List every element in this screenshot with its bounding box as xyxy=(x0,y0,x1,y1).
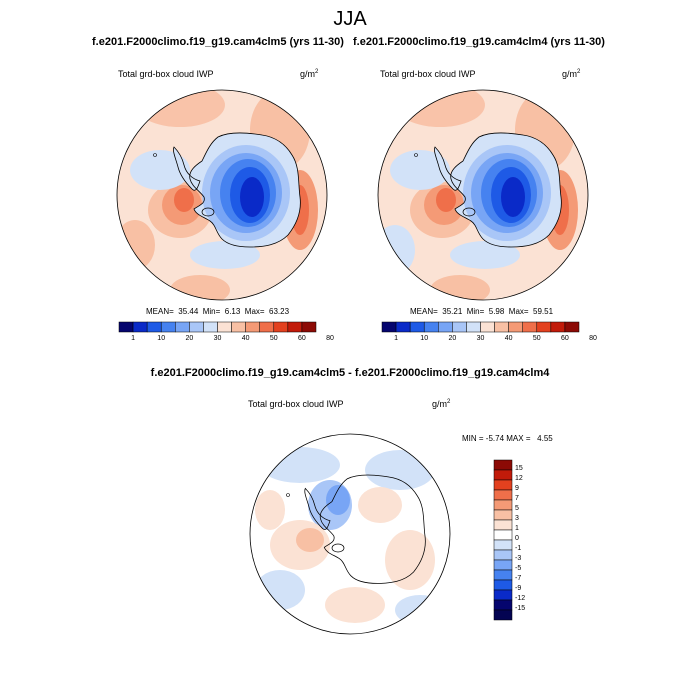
left-case-title: f.e201.F2000climo.f19_g19.cam4clm5 (yrs … xyxy=(92,36,344,48)
colorbar-tick-label: 1 xyxy=(131,335,136,342)
colorbar-swatch xyxy=(381,321,397,333)
right-case-title: f.e201.F2000climo.f19_g19.cam4clm4 (yrs … xyxy=(353,36,605,48)
colorbar-tick-label: 50 xyxy=(532,335,541,342)
colorbar-tick-label: 80 xyxy=(589,335,597,342)
colorbar-tick-label: 5 xyxy=(515,505,519,512)
colorbar-swatch xyxy=(217,321,232,333)
difference-title: f.e201.F2000climo.f19_g19.cam4clm5 - f.e… xyxy=(150,367,550,379)
colorbar-swatch xyxy=(423,321,439,333)
colorbar-tick-label: 20 xyxy=(185,335,194,342)
colorbar-tick-label: 10 xyxy=(420,335,429,342)
colorbar-swatch xyxy=(493,519,513,531)
colorbar-swatch xyxy=(493,549,513,561)
colorbar-swatch xyxy=(480,321,495,333)
colorbar-swatch xyxy=(301,321,317,333)
right-panel-label: Total grd-box cloud IWP xyxy=(380,69,476,79)
colorbar-swatch xyxy=(493,599,513,611)
left-panel-units: g/m2 xyxy=(300,69,319,79)
colorbar-tick-label: 40 xyxy=(241,335,250,342)
colorbar-tick-label: 1 xyxy=(515,525,519,532)
colorbar-tick-label: 50 xyxy=(269,335,278,342)
colorbar-swatch xyxy=(493,529,513,541)
colorbar-tick-label: 60 xyxy=(561,335,569,342)
left-map xyxy=(116,89,328,301)
colorbar-tick-label: 0 xyxy=(515,535,519,542)
diff-panel-label: Total grd-box cloud IWP xyxy=(248,399,344,409)
colorbar-tick-label: 10 xyxy=(157,335,166,342)
colorbar-swatch xyxy=(493,609,513,621)
season-title: JJA xyxy=(333,8,367,30)
colorbar-swatch xyxy=(203,321,218,333)
colorbar-swatch xyxy=(494,321,509,333)
colorbar-swatch xyxy=(189,321,204,333)
colorbar-swatch xyxy=(175,321,190,333)
left-panel-stats: MEAN= 35.44 Min= 6.13 Max= 63.23 xyxy=(146,307,290,316)
colorbar-swatch xyxy=(493,539,513,551)
colorbar-swatch xyxy=(466,321,481,333)
colorbar-tick-label: 20 xyxy=(448,335,457,342)
colorbar-swatch xyxy=(118,321,134,333)
colorbar-tick-label: -3 xyxy=(515,555,522,562)
colorbar-swatch xyxy=(522,321,538,333)
colorbar-swatch xyxy=(508,321,523,333)
colorbar-swatch xyxy=(493,589,513,601)
colorbar-tick-label: 3 xyxy=(515,515,519,522)
colorbar-tick-label: -5 xyxy=(515,565,522,572)
colorbar-swatch xyxy=(259,321,275,333)
colorbar-swatch xyxy=(493,509,513,521)
colorbar-swatch xyxy=(550,321,566,333)
colorbar-swatch xyxy=(493,459,513,471)
colorbar-tick-label: 7 xyxy=(515,495,519,502)
colorbar-swatch xyxy=(245,321,260,333)
difference-colorbar xyxy=(493,459,513,621)
colorbar-tick-label: 80 xyxy=(326,335,334,342)
colorbar-tick-label: -1 xyxy=(515,545,522,552)
colorbar-swatch xyxy=(493,489,513,501)
diff-panel-stats: MIN = -5.74 MAX = 4.55 xyxy=(462,434,553,443)
colorbar-tick-label: 30 xyxy=(213,335,222,342)
colorbar-swatch xyxy=(452,321,467,333)
colorbar-tick-label: 40 xyxy=(504,335,513,342)
left-panel-label: Total grd-box cloud IWP xyxy=(118,69,214,79)
colorbar-swatch xyxy=(493,479,513,491)
colorbar-swatch xyxy=(536,321,552,333)
colorbar-swatch xyxy=(493,559,513,571)
right-map xyxy=(377,89,589,301)
colorbar-swatch xyxy=(493,569,513,581)
colorbar-swatch xyxy=(287,321,303,333)
colorbar-tick-label: -9 xyxy=(515,585,522,592)
colorbar-swatch xyxy=(438,321,453,333)
colorbar-tick-label: 15 xyxy=(515,465,523,472)
colorbar-tick-label: 9 xyxy=(515,485,519,492)
right-colorbar xyxy=(381,321,580,333)
colorbar-swatch xyxy=(564,321,580,333)
colorbar-tick-label: 30 xyxy=(476,335,485,342)
right-panel-stats: MEAN= 35.21 Min= 5.98 Max= 59.51 xyxy=(410,307,554,316)
colorbar-swatch xyxy=(409,321,425,333)
difference-map xyxy=(249,433,451,635)
diff-panel-units: g/m2 xyxy=(432,399,451,409)
colorbar-tick-label: 12 xyxy=(515,475,523,482)
colorbar-tick-label: -12 xyxy=(515,595,526,602)
colorbar-swatch xyxy=(395,321,411,333)
right-panel-units: g/m2 xyxy=(562,69,581,79)
colorbar-tick-label: 1 xyxy=(394,335,399,342)
colorbar-tick-label: -7 xyxy=(515,575,522,582)
colorbar-swatch xyxy=(493,469,513,481)
left-colorbar xyxy=(118,321,317,333)
colorbar-swatch xyxy=(146,321,162,333)
colorbar-swatch xyxy=(160,321,176,333)
colorbar-tick-label: 60 xyxy=(298,335,306,342)
colorbar-swatch xyxy=(493,499,513,511)
colorbar-swatch xyxy=(493,579,513,591)
colorbar-tick-label: -15 xyxy=(515,605,526,612)
colorbar-swatch xyxy=(273,321,289,333)
colorbar-swatch xyxy=(231,321,246,333)
colorbar-swatch xyxy=(132,321,148,333)
